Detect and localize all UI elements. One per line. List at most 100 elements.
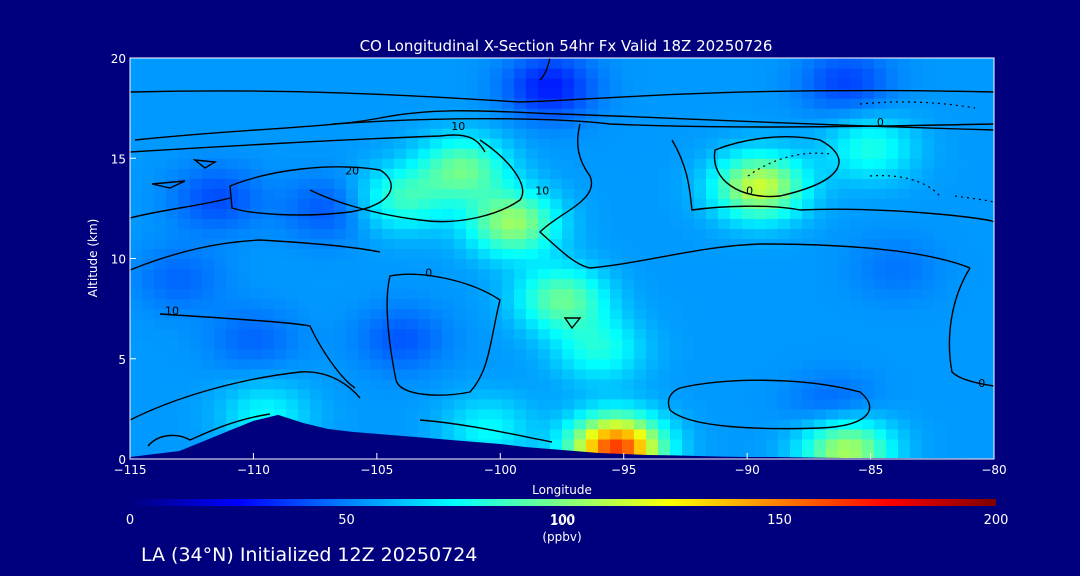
co-cell bbox=[778, 258, 791, 270]
co-cell bbox=[562, 108, 575, 119]
co-cell bbox=[706, 208, 719, 219]
co-cell bbox=[910, 348, 923, 360]
co-cell bbox=[850, 368, 863, 380]
co-cell bbox=[574, 378, 587, 390]
co-cell bbox=[442, 268, 455, 280]
co-cell bbox=[322, 168, 335, 179]
co-cell bbox=[742, 168, 755, 179]
co-cell bbox=[778, 428, 791, 440]
co-cell bbox=[250, 138, 263, 149]
co-cell bbox=[922, 58, 935, 69]
co-cell bbox=[934, 378, 947, 390]
co-cell bbox=[682, 228, 695, 239]
co-cell bbox=[382, 178, 395, 189]
co-cell bbox=[658, 268, 671, 280]
co-cell bbox=[766, 178, 779, 189]
co-cell bbox=[874, 268, 887, 280]
co-cell bbox=[574, 248, 587, 260]
co-cell bbox=[742, 158, 755, 169]
co-cell bbox=[298, 128, 311, 139]
co-cell bbox=[778, 449, 791, 459]
co-cell bbox=[382, 338, 395, 350]
co-cell bbox=[682, 148, 695, 159]
co-cell bbox=[658, 98, 671, 109]
co-cell bbox=[622, 148, 635, 159]
co-cell bbox=[766, 428, 779, 440]
co-cell bbox=[382, 388, 395, 400]
co-cell bbox=[526, 238, 539, 249]
co-cell bbox=[826, 348, 839, 360]
co-cell bbox=[226, 408, 239, 420]
co-cell bbox=[586, 98, 599, 109]
co-cell bbox=[538, 248, 551, 260]
co-cell bbox=[946, 118, 959, 129]
co-cell bbox=[262, 298, 275, 310]
co-cell bbox=[430, 128, 443, 139]
co-cell bbox=[178, 218, 191, 229]
co-cell bbox=[946, 348, 959, 360]
co-cell bbox=[922, 118, 935, 129]
co-cell bbox=[526, 218, 539, 229]
co-cell bbox=[226, 388, 239, 400]
co-cell bbox=[814, 398, 827, 410]
co-cell bbox=[910, 308, 923, 320]
co-cell bbox=[826, 338, 839, 350]
contour-label: 10 bbox=[535, 184, 549, 197]
co-cell bbox=[442, 378, 455, 390]
co-cell bbox=[442, 288, 455, 300]
co-cell bbox=[646, 168, 659, 179]
co-cell bbox=[838, 258, 851, 270]
co-cell bbox=[658, 398, 671, 410]
co-cell bbox=[778, 138, 791, 149]
co-cell bbox=[754, 98, 767, 109]
co-cell bbox=[874, 388, 887, 400]
co-cell bbox=[394, 418, 407, 430]
co-cell bbox=[898, 108, 911, 119]
co-cell bbox=[586, 238, 599, 249]
co-cell bbox=[202, 238, 215, 249]
co-cell bbox=[142, 168, 155, 179]
co-cell bbox=[250, 248, 263, 260]
co-cell bbox=[430, 278, 443, 290]
co-cell bbox=[202, 68, 215, 79]
co-cell bbox=[622, 158, 635, 169]
co-cell bbox=[838, 388, 851, 400]
co-cell bbox=[718, 388, 731, 400]
co-cell bbox=[970, 198, 983, 209]
co-cell bbox=[970, 88, 983, 99]
co-cell bbox=[310, 338, 323, 350]
co-cell bbox=[838, 358, 851, 370]
co-cell bbox=[730, 128, 743, 139]
co-cell bbox=[622, 388, 635, 400]
co-cell bbox=[406, 378, 419, 390]
co-cell bbox=[682, 298, 695, 310]
co-cell bbox=[622, 308, 635, 320]
co-cell bbox=[214, 248, 227, 260]
co-cell bbox=[154, 378, 167, 390]
co-cell bbox=[298, 328, 311, 340]
co-cell bbox=[562, 168, 575, 179]
co-cell bbox=[454, 128, 467, 139]
co-cell bbox=[478, 78, 491, 89]
co-cell bbox=[190, 228, 203, 239]
co-cell bbox=[610, 438, 623, 450]
co-cell bbox=[706, 298, 719, 310]
co-cell bbox=[766, 58, 779, 69]
co-cell bbox=[166, 288, 179, 300]
co-cell bbox=[226, 68, 239, 79]
co-cell bbox=[502, 308, 515, 320]
co-cell bbox=[958, 408, 971, 420]
co-cell bbox=[970, 128, 983, 139]
contour-line bbox=[538, 123, 971, 269]
co-cell bbox=[730, 308, 743, 320]
co-cell bbox=[454, 148, 467, 159]
co-cell bbox=[790, 449, 803, 459]
co-cell bbox=[850, 268, 863, 280]
co-cell bbox=[826, 318, 839, 330]
contour-line-dotted bbox=[747, 152, 831, 177]
co-cell bbox=[910, 428, 923, 440]
co-cell bbox=[418, 178, 431, 189]
co-cell bbox=[406, 198, 419, 209]
contour-line bbox=[539, 58, 551, 81]
co-cell bbox=[910, 388, 923, 400]
